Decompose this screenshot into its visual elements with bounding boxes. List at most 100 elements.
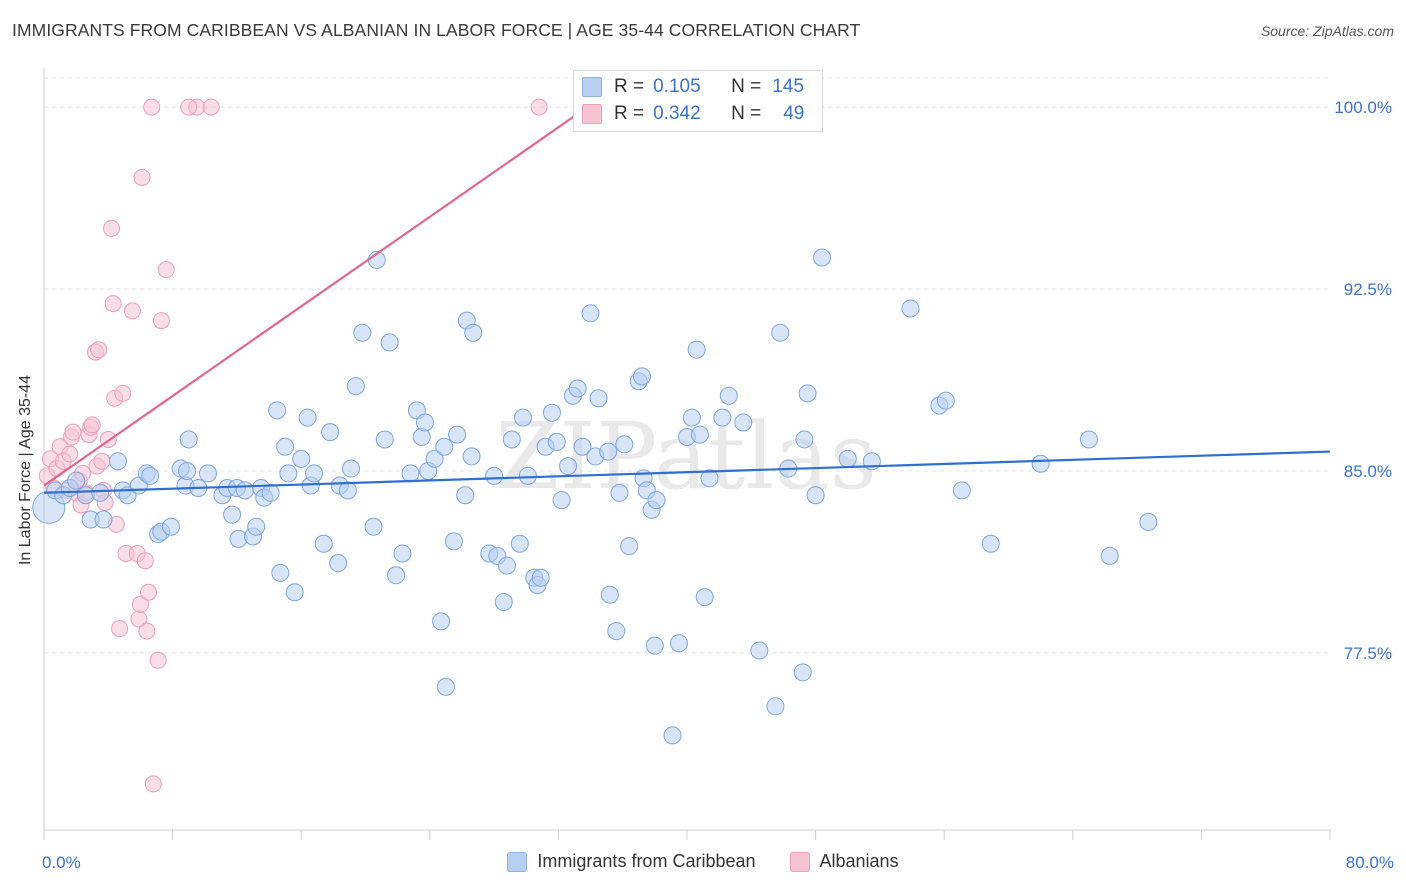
caribbean-point — [271, 563, 290, 582]
legend-r-label: R = — [614, 103, 645, 124]
caribbean-point — [292, 449, 311, 468]
y-tick-label: 77.5% — [1344, 644, 1392, 663]
caribbean-point — [494, 592, 513, 611]
caribbean-point — [91, 483, 110, 502]
albanians-trend-line — [43, 106, 588, 487]
albanians-point — [104, 295, 122, 313]
series-legend-caribbean[interactable]: Immigrants from Caribbean — [507, 851, 756, 872]
caribbean-point — [806, 486, 825, 505]
series-legend: Immigrants from Caribbean Albanians — [0, 851, 1406, 872]
caribbean-point — [901, 299, 920, 318]
caribbean-point — [425, 449, 444, 468]
caribbean-point — [387, 566, 406, 585]
legend-r-label: R = — [614, 76, 645, 97]
caribbean-point — [700, 469, 719, 488]
albanians-point — [138, 622, 156, 640]
caribbean-point — [179, 430, 198, 449]
legend-row-caribbean: R = 0.105 N = 145 — [582, 75, 804, 99]
caribbean-point — [141, 466, 160, 485]
axes — [43, 68, 1331, 840]
caribbean-point — [67, 471, 86, 490]
source-label: Source: ZipAtlas.com — [1260, 23, 1394, 39]
caribbean-point — [542, 403, 561, 422]
caribbean-point — [1100, 546, 1119, 565]
caribbean-point — [620, 537, 639, 556]
albanians-point — [139, 583, 157, 601]
albanians-point — [530, 98, 548, 116]
legend-n-label: N = — [731, 76, 762, 97]
caribbean-point — [329, 554, 348, 573]
caribbean-point — [380, 333, 399, 352]
caribbean-point — [607, 622, 626, 641]
caribbean-point — [713, 408, 732, 427]
caribbean-point — [615, 435, 634, 454]
albanians-point — [149, 651, 167, 669]
caribbean-point — [589, 389, 608, 408]
caribbean-point — [448, 425, 467, 444]
albanians-point — [103, 219, 121, 237]
caribbean-point — [750, 641, 769, 660]
caribbean-point — [375, 430, 394, 449]
caribbean-point — [353, 323, 372, 342]
caribbean-point — [268, 401, 287, 420]
caribbean-point — [687, 340, 706, 359]
caribbean-point — [1031, 454, 1050, 473]
caribbean-point — [314, 534, 333, 553]
albanians-point — [180, 98, 198, 116]
albanians-point — [61, 445, 79, 463]
y-tick-label: 85.0% — [1344, 462, 1392, 481]
caribbean-point — [415, 413, 434, 432]
caribbean-point — [645, 636, 664, 655]
caribbean-point — [321, 423, 340, 442]
caribbean-point — [412, 428, 431, 447]
series-swatch-blue — [507, 851, 528, 872]
albanians-point — [90, 341, 108, 359]
caribbean-point — [401, 464, 420, 483]
caribbean-point — [559, 457, 578, 476]
caribbean-point — [94, 510, 113, 529]
correlation-legend: R = 0.105 N = 145 R = 0.342 N = 49 — [573, 70, 823, 132]
caribbean-point — [285, 583, 304, 602]
albanians-point — [152, 312, 170, 330]
series-legend-albanians[interactable]: Albanians — [789, 851, 899, 872]
caribbean-point — [581, 304, 600, 323]
caribbean-point — [432, 612, 451, 631]
caribbean-point — [663, 726, 682, 745]
caribbean-point — [610, 483, 629, 502]
y-tick-label: 92.5% — [1344, 280, 1392, 299]
caribbean-point — [600, 585, 619, 604]
albanians-point — [202, 98, 220, 116]
albanians-point — [83, 416, 101, 434]
caribbean-point — [798, 384, 817, 403]
caribbean-point — [719, 386, 738, 405]
caribbean-point — [342, 459, 361, 478]
caribbean-point — [838, 449, 857, 468]
albanians-point — [157, 261, 175, 279]
caribbean-trend-line — [43, 450, 1331, 494]
caribbean-point — [573, 437, 592, 456]
caribbean-point — [393, 544, 412, 563]
caribbean-point — [632, 367, 651, 386]
caribbean-point — [552, 491, 571, 510]
albanians-point — [123, 302, 141, 320]
caribbean-point — [346, 377, 365, 396]
albanians-point — [136, 552, 154, 570]
x-tick-label-max: 80.0% — [1345, 853, 1394, 872]
caribbean-point — [485, 466, 504, 485]
caribbean-point — [510, 534, 529, 553]
caribbean-point — [981, 534, 1000, 553]
trend-lines — [43, 106, 1331, 494]
caribbean-points — [32, 248, 1158, 745]
caribbean-point — [669, 634, 688, 653]
grid-lines — [44, 77, 1330, 654]
legend-r-value: 0.105 — [653, 76, 701, 97]
x-tick-label-min: 0.0% — [42, 853, 81, 872]
caribbean-point — [795, 430, 814, 449]
legend-row-albanians: R = 0.342 N = 49 — [582, 102, 804, 126]
legend-n-value: 145 — [772, 76, 804, 97]
caribbean-point — [599, 442, 618, 461]
y-tick-label: 100.0% — [1334, 98, 1392, 117]
caribbean-point — [734, 413, 753, 432]
caribbean-point — [547, 432, 566, 451]
series-swatch-pink — [789, 851, 810, 872]
